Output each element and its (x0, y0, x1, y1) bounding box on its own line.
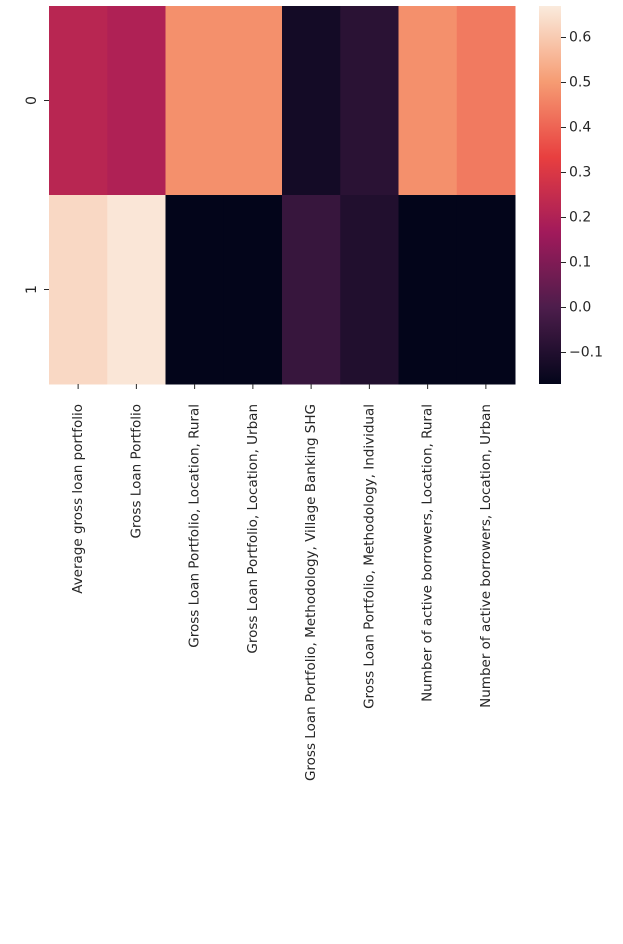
row-tick-label: 0 (24, 96, 40, 105)
heatmap-cell (223, 6, 283, 196)
column-tick-label: Gross Loan Portfolio (128, 404, 144, 539)
column-tick-label: Gross Loan Portfolio, Location, Urban (245, 404, 261, 654)
heatmap-cell (165, 6, 225, 196)
heatmap-cell (456, 6, 516, 196)
colorbar-tick-label: 0.2 (569, 210, 591, 226)
heatmap-cell (282, 6, 341, 196)
heatmap-cell (340, 195, 399, 385)
column-tick-label: Gross Loan Portfolio, Methodology, Villa… (303, 404, 319, 781)
column-tick-label: Gross Loan Portfolio, Location, Rural (187, 404, 203, 648)
heatmap-cell (398, 195, 458, 385)
colorbar-tick-label: 0.6 (569, 30, 591, 46)
row-tick-labels: 01 (24, 96, 49, 294)
column-tick-label: Number of active borrowers, Location, Ur… (478, 404, 494, 708)
heatmap-cell (340, 6, 399, 196)
colorbar: −0.1 0.0 0.1 0.2 0.3 0.4 0.5 0.6 (539, 6, 603, 384)
heatmap-cell (107, 195, 166, 385)
heatmap-cells (49, 6, 516, 385)
colorbar-gradient (539, 6, 561, 384)
row-tick-label: 1 (24, 285, 40, 294)
heatmap-cell (107, 6, 166, 196)
heatmap-cell (282, 195, 341, 385)
column-tick-label: Average gross loan portfolio (70, 404, 86, 594)
colorbar-tick-label: 0.1 (569, 255, 591, 271)
column-tick-label: Number of active borrowers, Location, Ru… (420, 404, 436, 702)
column-tick-labels: Average gross loan portfolio Gross Loan P… (70, 384, 494, 781)
heatmap-cell (223, 195, 283, 385)
heatmap-cell (49, 195, 108, 385)
colorbar-tick-label: 0.0 (569, 300, 591, 316)
colorbar-tick-label: 0.5 (569, 75, 591, 91)
colorbar-tick-label: 0.3 (569, 165, 591, 181)
colorbar-tick-label: 0.4 (569, 120, 591, 136)
heatmap-cell (165, 195, 225, 385)
heatmap-cell (398, 6, 458, 196)
heatmap-cell (456, 195, 516, 385)
colorbar-tick-label: −0.1 (569, 345, 603, 361)
column-tick-label: Gross Loan Portfolio, Methodology, Indiv… (361, 404, 377, 709)
heatmap-cell (49, 6, 108, 196)
